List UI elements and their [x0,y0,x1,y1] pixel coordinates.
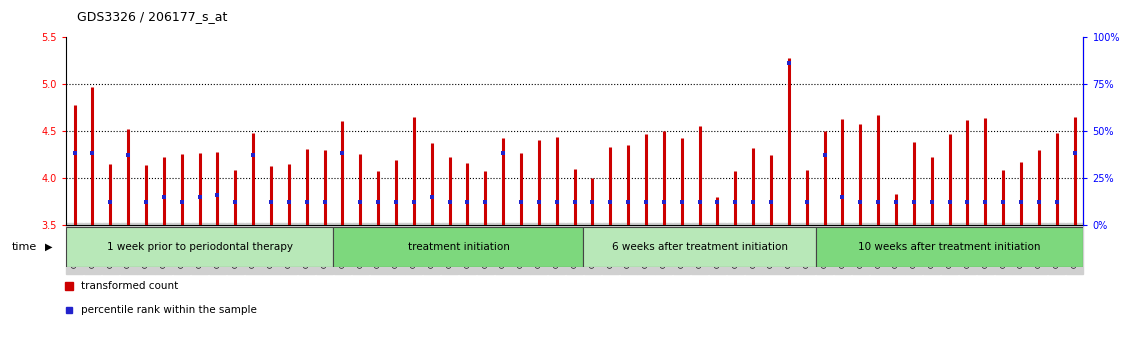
Text: 1 week prior to periodontal therapy: 1 week prior to periodontal therapy [106,242,293,252]
Bar [334,227,584,267]
Text: time: time [11,242,36,252]
Bar [584,227,815,267]
Text: percentile rank within the sample: percentile rank within the sample [81,305,258,315]
Text: treatment initiation: treatment initiation [407,242,509,252]
Bar [66,227,334,267]
Text: 10 weeks after treatment initiation: 10 weeks after treatment initiation [858,242,1041,252]
Text: GDS3326 / 206177_s_at: GDS3326 / 206177_s_at [77,10,227,23]
Bar [815,227,1083,267]
Text: 6 weeks after treatment initiation: 6 weeks after treatment initiation [612,242,787,252]
Text: ▶: ▶ [45,242,53,252]
Text: transformed count: transformed count [81,281,179,291]
